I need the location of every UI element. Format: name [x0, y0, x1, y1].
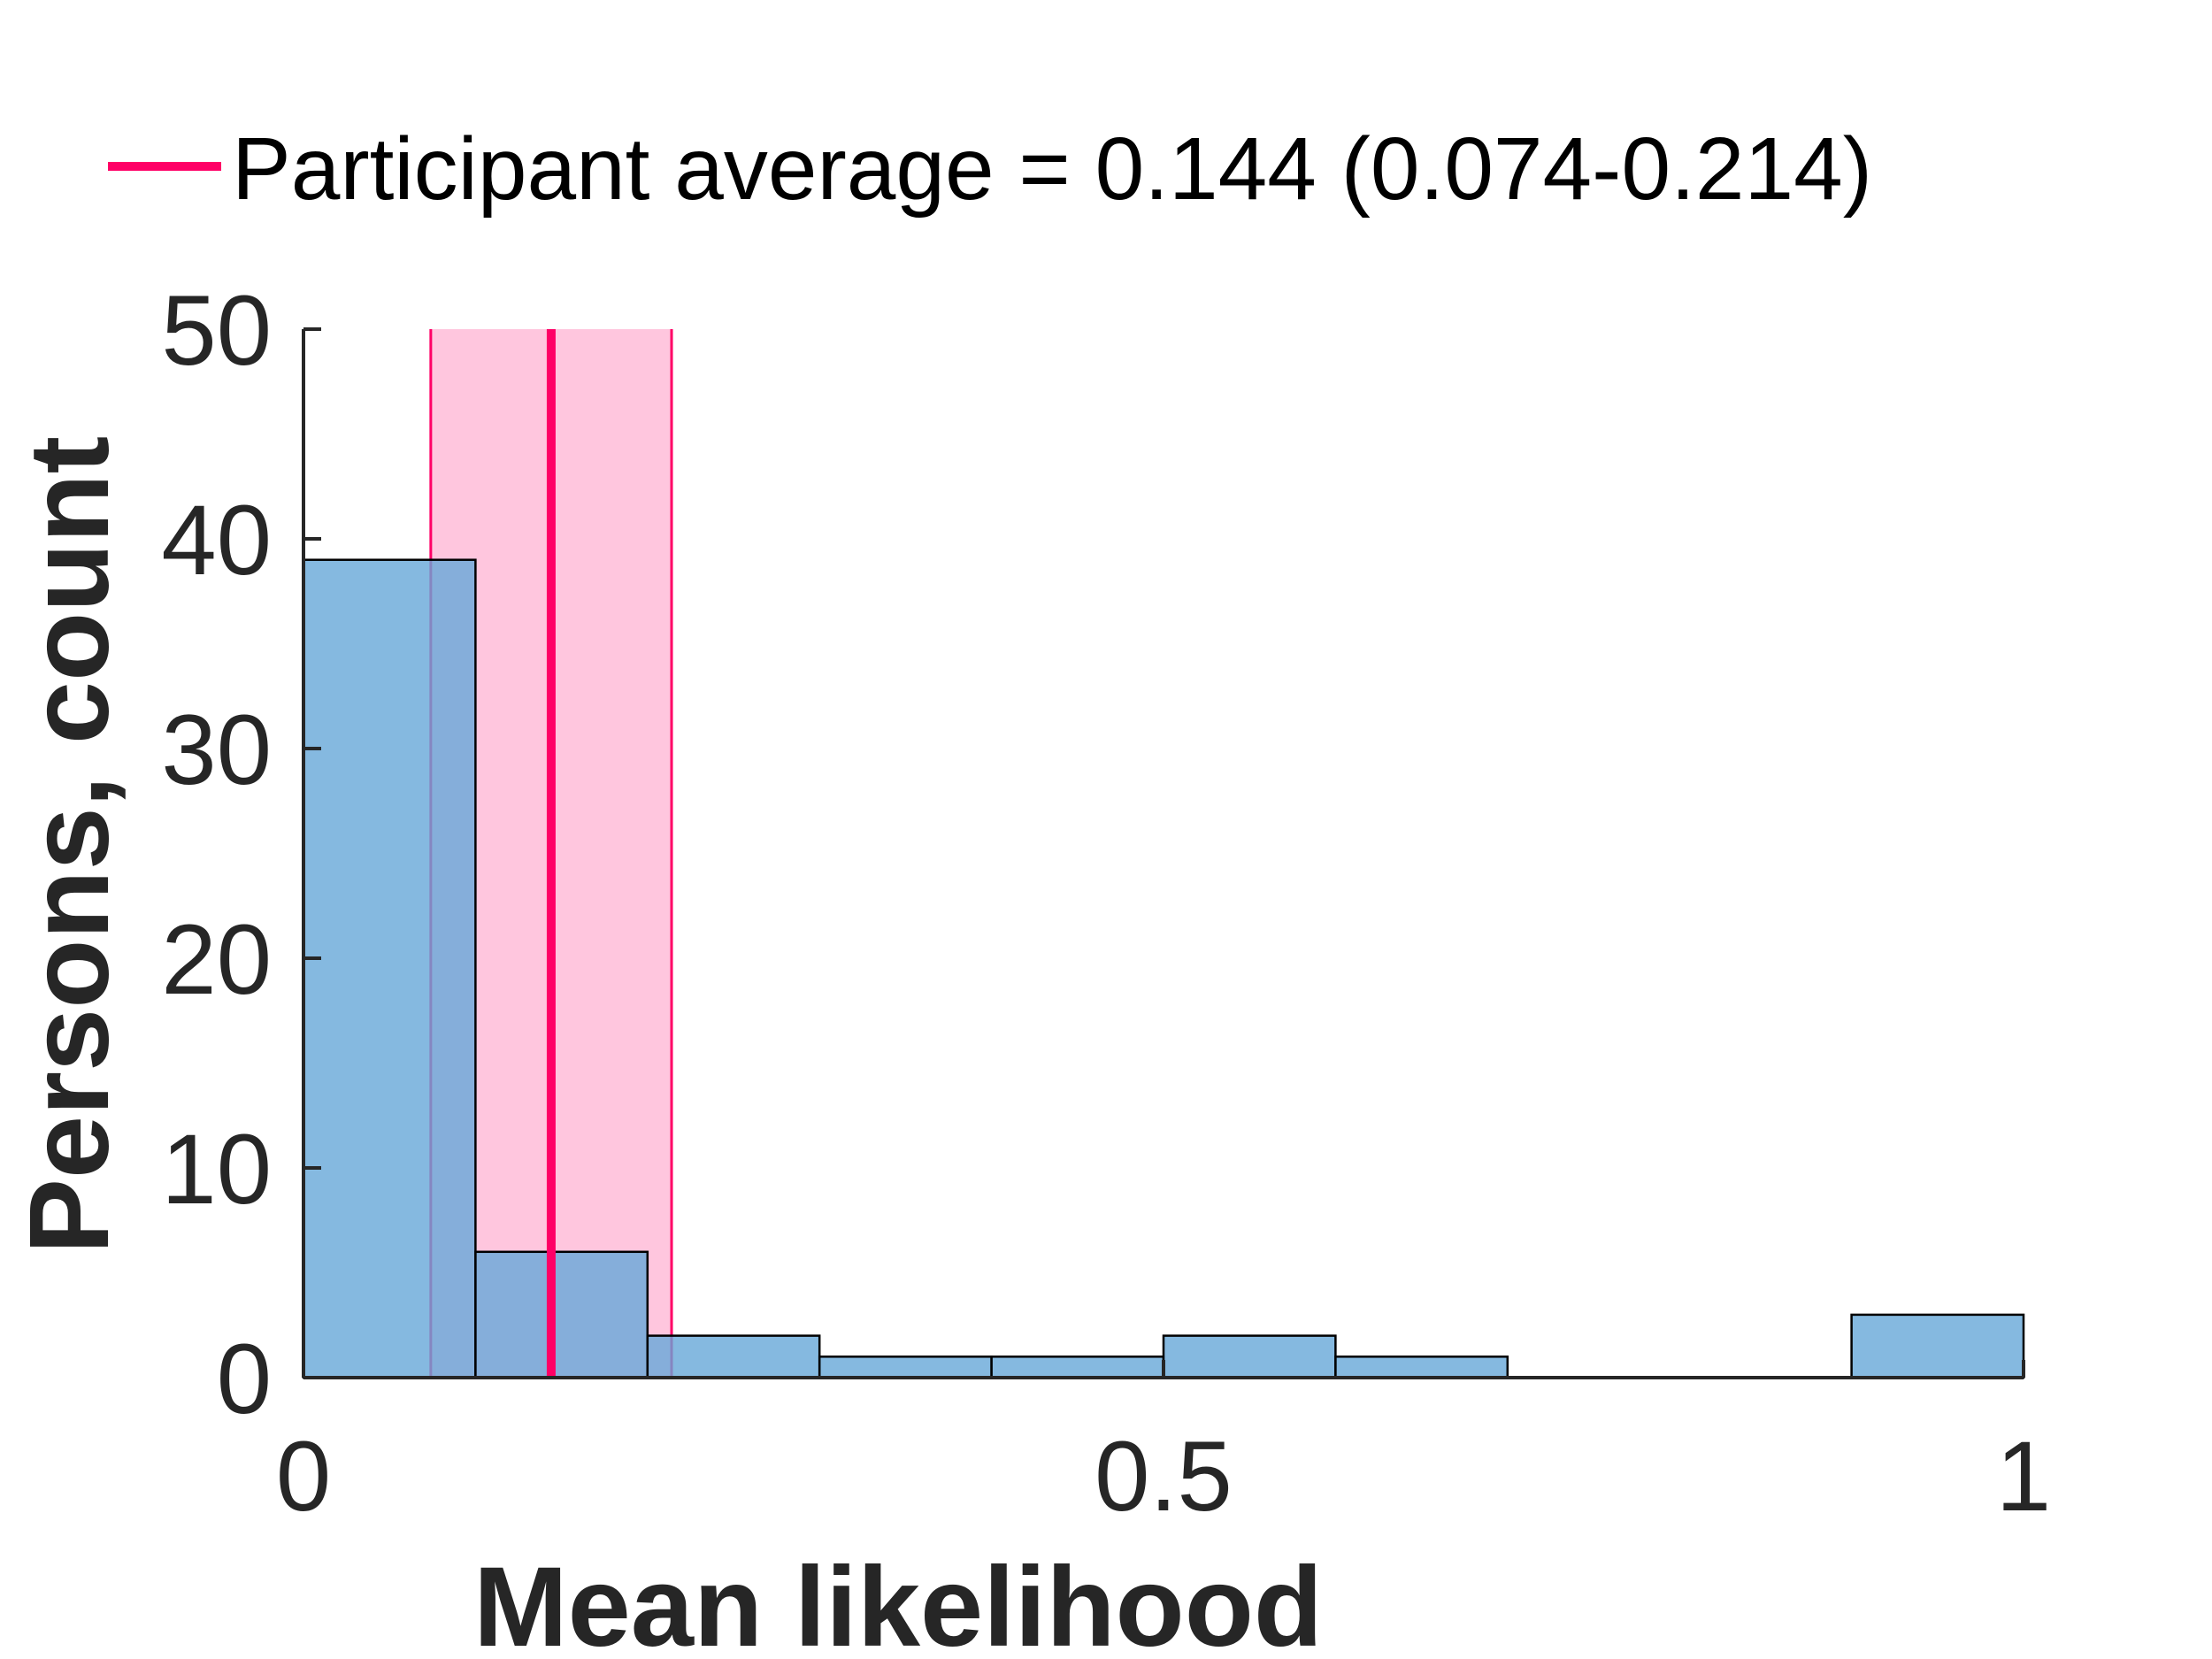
x-tick-label: 1 — [1996, 1421, 2051, 1532]
y-tick-label: 0 — [217, 1324, 272, 1434]
bars-layer — [302, 558, 2025, 1379]
y-tick-label: 30 — [161, 695, 272, 805]
histogram-bar-5 — [990, 1356, 1165, 1379]
x-tick-label: 0.5 — [1094, 1421, 1233, 1532]
y-ticks-layer: 0 10 20 30 40 50 — [161, 275, 321, 1434]
histogram-bar-4 — [818, 1356, 993, 1379]
y-axis-title: Persons, count — [6, 436, 133, 1255]
histogram-bar-7 — [1334, 1356, 1509, 1379]
x-tick-label: 0 — [276, 1421, 331, 1532]
x-axis-title: Mean likelihood — [473, 1544, 1323, 1659]
y-tick-label: 40 — [161, 485, 272, 595]
legend: Participant average = 0.144 (0.074-0.214… — [108, 119, 1872, 219]
histogram-bar-10 — [1850, 1313, 2025, 1379]
y-tick-label: 10 — [161, 1114, 272, 1225]
x-ticks-layer: 0 0.5 1 — [276, 1360, 2051, 1532]
histogram-bar-2 — [474, 1250, 649, 1379]
legend-label: Participant average = 0.144 (0.074-0.214… — [232, 119, 1872, 219]
y-tick-label: 50 — [161, 275, 272, 386]
histogram-bar-6 — [1162, 1334, 1337, 1379]
histogram-bar-3 — [646, 1334, 821, 1379]
histogram-bar-1 — [302, 558, 477, 1379]
y-tick-label: 20 — [161, 904, 272, 1015]
